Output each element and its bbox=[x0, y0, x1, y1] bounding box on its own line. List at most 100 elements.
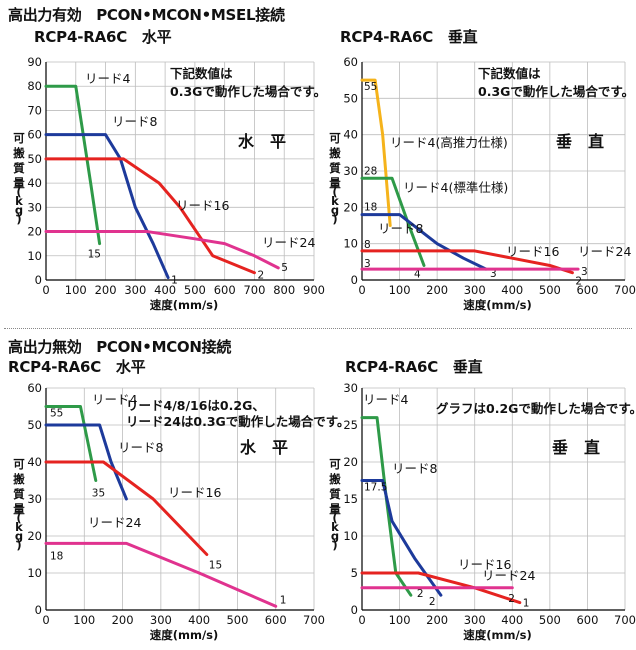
end-value-label: 2 bbox=[417, 588, 424, 600]
series-line-リード4(高推力仕様) bbox=[360, 78, 392, 227]
x-tick-label: 300 bbox=[124, 283, 146, 297]
end-value-label: 35 bbox=[92, 488, 105, 500]
series-line-リード8 bbox=[44, 133, 170, 280]
y-tick-label: 40 bbox=[27, 455, 42, 469]
y-tick-label: 5 bbox=[351, 566, 358, 580]
y-tick-label: 20 bbox=[343, 200, 358, 214]
end-value-label: 2 bbox=[429, 596, 436, 608]
x-tick-label: 200 bbox=[95, 283, 117, 297]
y-tick-label: 30 bbox=[343, 164, 358, 178]
chart-4: 0 100 200 300 400 500 600 700 0 5 10 15 20 25 30 速度(mm/… bbox=[329, 381, 636, 642]
series-label: リード8 bbox=[378, 221, 424, 236]
y-tick-label: 20 bbox=[27, 225, 42, 239]
end-value-label: 2 bbox=[257, 270, 264, 282]
chart-1: 0 100 200 300 400 500 600 700 800 900 0 10 20 30 40 50 6… bbox=[13, 55, 326, 312]
series-label: リード16 bbox=[506, 244, 559, 259]
series-line-リード16 bbox=[44, 460, 209, 556]
x-tick-label: 900 bbox=[303, 283, 325, 297]
x-tick-label: 400 bbox=[501, 613, 523, 627]
series-label: リード8 bbox=[112, 114, 158, 129]
x-tick-label: 500 bbox=[539, 613, 561, 627]
series-label: リード4(標準仕様) bbox=[403, 180, 508, 195]
x-tick-label: 0 bbox=[358, 283, 365, 297]
y-tick-label: 60 bbox=[27, 381, 42, 395]
section-title-high-output-on: 高出力有効 PCON•MCON•MSEL接続 bbox=[8, 6, 285, 24]
y-tick-label: 50 bbox=[27, 418, 42, 432]
y-tick-label: 40 bbox=[27, 176, 42, 190]
y-tick-label: 50 bbox=[27, 152, 42, 166]
end-value-label: 15 bbox=[88, 249, 101, 261]
section-divider bbox=[4, 328, 632, 329]
chart-title-horizontal-1: RCP4-RA6C 水平 bbox=[34, 28, 172, 46]
y-tick-label: 20 bbox=[27, 529, 42, 543]
series-line-リード16 bbox=[360, 571, 522, 605]
series-line-リード4(標準仕様) bbox=[360, 176, 426, 267]
x-tick-label: 100 bbox=[389, 283, 411, 297]
series-label: リード8 bbox=[118, 440, 164, 455]
series-line-リード4 bbox=[360, 416, 413, 597]
chart-title-vertical-2: RCP4-RA6C 垂直 bbox=[345, 358, 483, 376]
start-value-label: 18 bbox=[50, 550, 63, 562]
x-tick-label: 100 bbox=[65, 283, 87, 297]
y-tick-label: 10 bbox=[343, 529, 358, 543]
x-tick-label: 700 bbox=[614, 613, 636, 627]
end-value-label: 3 bbox=[581, 266, 588, 278]
x-axis-title: 速度(mm/s) bbox=[150, 298, 219, 312]
end-value-label: 1 bbox=[523, 598, 530, 610]
series-line-リード8 bbox=[360, 213, 488, 271]
end-value-label: 1 bbox=[280, 594, 287, 606]
x-tick-label: 0 bbox=[358, 613, 365, 627]
y-tick-label: 20 bbox=[343, 455, 358, 469]
x-tick-label: 700 bbox=[614, 283, 636, 297]
y-axis-title: 可搬質量(k g) bbox=[329, 457, 341, 552]
y-tick-label: 10 bbox=[27, 249, 42, 263]
series-label: リード24 bbox=[482, 568, 535, 583]
chart-note: リード4/8/16は0.2G、 bbox=[126, 398, 265, 413]
x-tick-label: 400 bbox=[188, 613, 210, 627]
start-value-label: 18 bbox=[364, 202, 377, 214]
chart-note: グラフは0.2Gで動作した場合です。 bbox=[436, 401, 636, 416]
start-value-label: 28 bbox=[364, 165, 377, 177]
y-axis-title: 可搬質量(k g) bbox=[13, 131, 25, 226]
x-tick-label: 200 bbox=[426, 283, 448, 297]
end-value-label: 2 bbox=[508, 593, 515, 605]
series-label: リード8 bbox=[392, 461, 438, 476]
x-axis-title: 速度(mm/s) bbox=[463, 628, 532, 642]
series-label: リード16 bbox=[458, 557, 511, 572]
chart-2: 0 100 200 300 400 500 600 700 0 10 20 30 40 50 60 速度(mm… bbox=[329, 55, 636, 312]
y-tick-label: 70 bbox=[27, 103, 42, 117]
series-label: リード4 bbox=[92, 392, 138, 407]
chart-note: 0.3Gで動作した場合です。 bbox=[170, 84, 326, 99]
y-tick-label: 10 bbox=[343, 237, 358, 251]
series-line-リード8 bbox=[44, 423, 128, 501]
y-tick-label: 0 bbox=[35, 603, 42, 617]
y-tick-label: 0 bbox=[35, 273, 42, 287]
x-tick-label: 500 bbox=[184, 283, 206, 297]
end-value-label: 1 bbox=[171, 275, 178, 287]
mode-label: 水 平 bbox=[240, 438, 288, 457]
mode-label: 水 平 bbox=[238, 132, 286, 151]
x-tick-label: 100 bbox=[389, 613, 411, 627]
start-value-label: 55 bbox=[364, 81, 377, 93]
x-axis-title: 速度(mm/s) bbox=[463, 298, 532, 312]
start-value-label: 17.5 bbox=[364, 482, 387, 494]
end-value-label: 2 bbox=[575, 276, 582, 288]
x-tick-label: 700 bbox=[303, 613, 325, 627]
y-tick-label: 60 bbox=[343, 55, 358, 69]
end-value-label: 5 bbox=[281, 262, 288, 274]
chart-title-vertical-1: RCP4-RA6C 垂直 bbox=[340, 28, 478, 46]
x-axis-title: 速度(mm/s) bbox=[150, 628, 219, 642]
series-label: リード16 bbox=[176, 198, 229, 213]
y-tick-label: 15 bbox=[343, 492, 358, 506]
y-tick-label: 30 bbox=[343, 381, 358, 395]
y-tick-label: 40 bbox=[343, 128, 358, 142]
x-tick-label: 300 bbox=[464, 283, 486, 297]
x-tick-label: 200 bbox=[112, 613, 134, 627]
chart-note: 0.3Gで動作した場合です。 bbox=[478, 84, 634, 99]
x-tick-label: 400 bbox=[154, 283, 176, 297]
series-label: リード24 bbox=[578, 244, 631, 259]
x-tick-label: 500 bbox=[539, 283, 561, 297]
y-tick-label: 0 bbox=[351, 603, 358, 617]
series-line-リード4 bbox=[44, 84, 102, 246]
